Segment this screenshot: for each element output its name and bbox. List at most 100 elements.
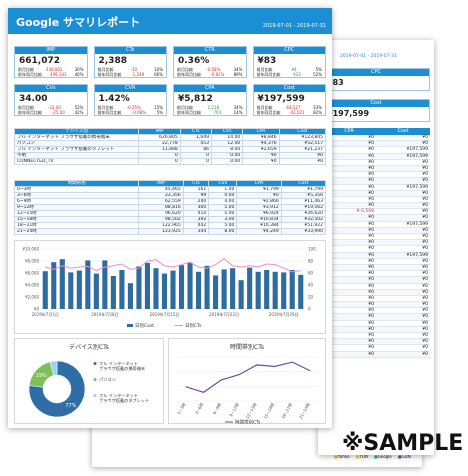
back-table-row: ¥0 ¥0 bbox=[322, 165, 430, 173]
time-line-svg: 0~3時 3~6時 6~9時 9~12時 12~15時 15~18時 18~21時 21~24… bbox=[175, 356, 319, 426]
back-table-row: ¥0 ¥197,599 bbox=[322, 252, 430, 259]
table-cell: CONNECTED_TV bbox=[13, 158, 140, 165]
back-table: CPA Cost ¥0 ¥0 ¥0 ¥0 ¥0 ¥197,599 ¥0 ¥197,599 ¥0 ¥… bbox=[322, 128, 430, 358]
cost-bar bbox=[281, 272, 287, 309]
back-table-row: ¥0 ¥0 bbox=[322, 190, 430, 197]
kpi-row-2: CVs 34.00 前月比較 -32.00 52% 前年同月比較 -25.00 42% CVR 1… bbox=[14, 84, 326, 116]
y-right-tick: 80 bbox=[308, 259, 314, 264]
cost-bar bbox=[68, 272, 74, 309]
table-cell: 123,925 bbox=[138, 228, 184, 235]
back-table-row: ¥0 ¥0 bbox=[322, 321, 430, 327]
cost-bar bbox=[289, 270, 295, 309]
kpi-value: 34.00 bbox=[19, 94, 48, 104]
cost-bar bbox=[144, 262, 151, 309]
time-line-chart: 時間帯別CTs 0~3時 3~6時 6~9時 9~12時 12~15時 15~18時 18~… bbox=[168, 338, 326, 426]
back-table-row: ¥0 ¥0 bbox=[322, 264, 430, 272]
kpi-compare-year: 前年同月比較 -1,249 66% bbox=[97, 72, 163, 77]
daily-chart: ¥10,000 100 ¥8,000 80 ¥6,000 60 ¥4,000 40 ¥2,000… bbox=[14, 240, 326, 334]
report-page: Google サマリレポート 2019-07-01 - 2019-07-31 I… bbox=[8, 8, 332, 428]
table-cell: ¥4,249 bbox=[236, 228, 282, 235]
kpi-value: ¥83 bbox=[257, 56, 277, 66]
time-x-tick: 15~18時 bbox=[262, 402, 276, 420]
legend-cts: 日別CTs bbox=[185, 322, 202, 329]
pie-pct-label: 77% bbox=[65, 403, 76, 409]
table-cell: 0 bbox=[138, 158, 181, 165]
kpi-card-cts: CTs 2,388 前月比較 -10 10% 前年同月比較 -1,249 66% bbox=[93, 46, 167, 78]
time-x-tick: 0~3時 bbox=[175, 402, 186, 416]
x-tick: 2019年7月15日 bbox=[150, 311, 180, 317]
table-cell: 8.00 bbox=[208, 228, 238, 235]
y-left-tick: ¥8,000 bbox=[25, 259, 39, 264]
y-left-tick: ¥6,000 bbox=[25, 271, 39, 276]
table-cell: ¥33,990 bbox=[280, 228, 327, 235]
cost-bar bbox=[238, 280, 244, 309]
back-table-row: ¥0 ¥0 bbox=[322, 351, 430, 358]
back-table-row: ¥0 ¥0 bbox=[322, 326, 430, 333]
back-table-row: ¥0 ¥0 bbox=[322, 308, 430, 315]
y-left-tick: ¥2,000 bbox=[25, 295, 39, 300]
kpi-compare-month: 前月比較 448,801 30% bbox=[18, 67, 84, 72]
cost-bar bbox=[161, 273, 168, 309]
report-title: Google サマリレポート bbox=[16, 16, 141, 29]
report-header: Google サマリレポート 2019-07-01 - 2019-07-31 bbox=[8, 8, 332, 34]
back-cpc-label: CPC bbox=[323, 69, 429, 76]
cost-bar bbox=[247, 267, 253, 309]
time-legend: 時間帯別CTs bbox=[235, 419, 261, 426]
back-table-row: ¥0 ¥0 bbox=[322, 259, 430, 265]
y-left-tick: ¥10,000 bbox=[22, 247, 39, 252]
cost-bar bbox=[85, 260, 91, 309]
back-table-row: ¥0 ¥0 bbox=[322, 345, 430, 352]
back-table-row: ¥0 ¥0 bbox=[322, 240, 430, 247]
back-table-row: ¥0 ¥197,599 bbox=[322, 185, 430, 191]
back-date: 2019-07-01 - 2019-07-31 bbox=[340, 54, 397, 59]
cost-bar bbox=[195, 271, 202, 309]
table-cell: 0.00 bbox=[210, 158, 244, 165]
kpi-value: ¥5,812 bbox=[178, 94, 213, 104]
back-table-row: ¥0 ¥197,599 bbox=[322, 153, 430, 160]
kpi-compare-month: 前月比較 -0.08% 34% bbox=[177, 67, 243, 72]
kpi-compare-month: 前月比較 -32.00 52% bbox=[18, 105, 84, 110]
kpi-compare-year: 前年同月比較 703 14% bbox=[177, 110, 243, 115]
y-right-tick: 0 bbox=[308, 307, 311, 312]
kpi-value: 2,388 bbox=[98, 56, 127, 66]
pie-legend-marker bbox=[93, 362, 97, 365]
back-table-row: ¥0 ¥0 bbox=[322, 277, 430, 284]
cost-bar bbox=[272, 271, 278, 309]
kpi-compare-month: 前月比較 -10 10% bbox=[97, 67, 164, 72]
kpi-compare-month: 前月比較 -64,527 33% bbox=[256, 105, 323, 110]
table-row: 21~24時 123,925 344 8.00 ¥4,249 ¥33,990 bbox=[13, 228, 327, 235]
device-pie-chart: デバイス別CTs 77% 19% フル インターネットブラウザ搭載の携帯端末 パソコン… bbox=[14, 338, 164, 424]
cost-bar bbox=[76, 270, 82, 309]
kpi-compare-month: 前月比較 -0.25% 15% bbox=[97, 105, 163, 110]
cts-line bbox=[45, 257, 301, 273]
kpi-card-cvr: CVR 1.42% 前月比較 -0.25% 15% 前年同月比較 -0.08% 5% bbox=[93, 84, 167, 116]
kpi-label: CPC bbox=[253, 47, 325, 54]
cost-bar bbox=[230, 268, 236, 309]
kpi-value: ¥197,599 bbox=[257, 94, 305, 104]
kpi-compare-year: 前年同月比較 499,343 40% bbox=[18, 72, 84, 77]
kpi-compare-year: 前年同月比較 -42,521 82% bbox=[256, 110, 323, 115]
legend-cost-swatch bbox=[127, 324, 133, 327]
kpi-card-cvs: CVs 34.00 前月比較 -32.00 52% 前年同月比較 -25.00 42% bbox=[14, 84, 88, 116]
back-cost-value: ¥197,599 bbox=[327, 109, 370, 118]
time-x-tick: 12~15時 bbox=[244, 402, 258, 420]
report-date-range: 2019-07-01 - 2019-07-31 bbox=[262, 23, 326, 29]
legend-google: ■Google bbox=[373, 454, 392, 459]
cost-bar bbox=[255, 271, 261, 309]
device-pie-title: デバイス別CTs bbox=[69, 344, 109, 351]
x-tick: 2019年7月22日 bbox=[209, 311, 239, 317]
time-x-tick: 3~6時 bbox=[193, 402, 204, 416]
legend-ydn: ■YDN bbox=[355, 454, 368, 459]
table-row: 3~6時 23,356 99 0.00 ¥0 ¥5,356 bbox=[13, 192, 327, 199]
sample-watermark: ※SAMPLE bbox=[342, 431, 464, 456]
time-cts-line bbox=[185, 361, 311, 393]
pie-legend-marker bbox=[93, 394, 97, 397]
back-table-row: ¥0 ¥0 bbox=[322, 246, 430, 253]
x-tick: 2019年7月29日 bbox=[269, 311, 299, 317]
cost-bar bbox=[298, 274, 304, 309]
table-row: 0~3時 45,465 161 1.00 ¥1,799 ¥1,799 bbox=[13, 186, 327, 193]
cost-bar bbox=[264, 270, 270, 309]
pie-pct-label: 19% bbox=[36, 373, 47, 379]
daily-chart-svg: ¥10,000 100 ¥8,000 80 ¥6,000 60 ¥4,000 40 ¥2,000… bbox=[22, 247, 316, 330]
